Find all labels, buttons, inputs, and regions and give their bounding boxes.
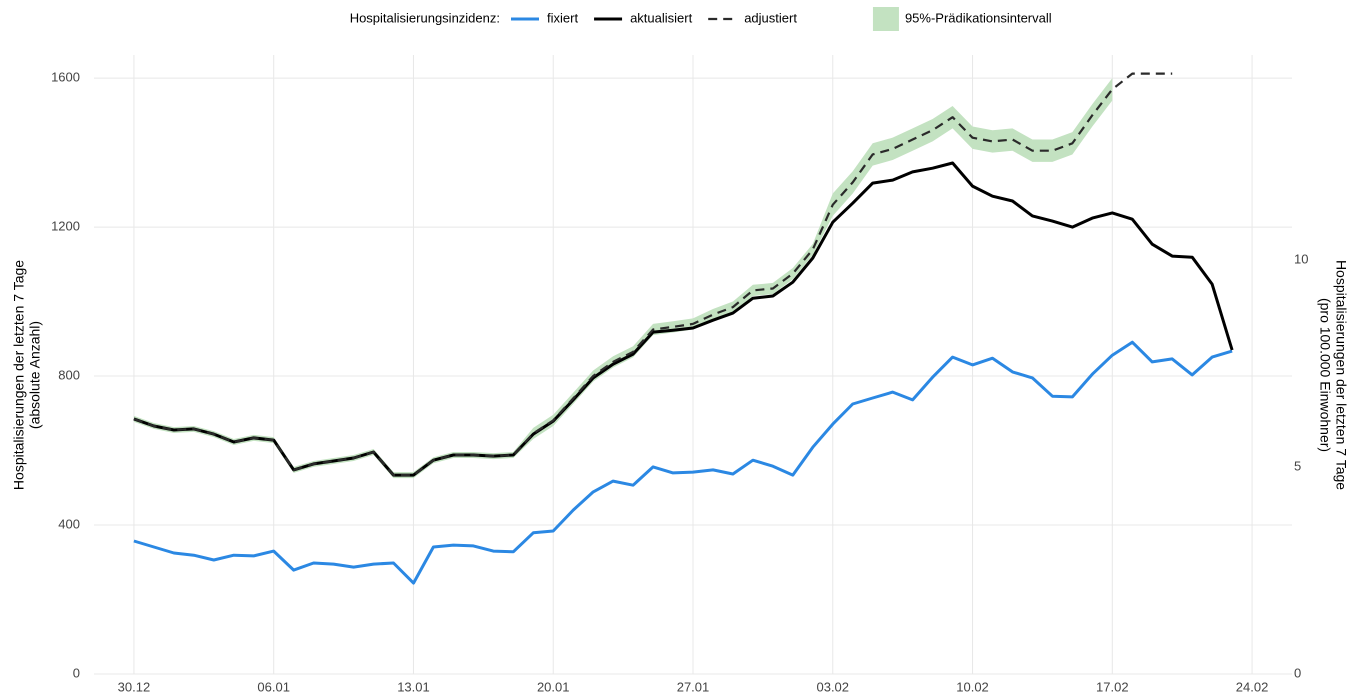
y-tick-label: 0 — [73, 665, 80, 680]
x-tick-label: 20.01 — [537, 679, 570, 694]
x-tick-label: 17.02 — [1096, 679, 1129, 694]
x-tick-label: 30.12 — [118, 679, 151, 694]
y2-tick-label: 10 — [1294, 252, 1308, 267]
y2-tick-label: 5 — [1294, 459, 1301, 474]
y2-axis-title: Hospitalisierungen der letzten 7 Tage — [1333, 260, 1349, 490]
x-tick-label: 10.02 — [956, 679, 989, 694]
y2-tick-label: 0 — [1294, 665, 1301, 680]
x-tick-label: 03.02 — [816, 679, 849, 694]
y-axis-title: (absolute Anzahl) — [27, 321, 43, 429]
y-tick-label: 400 — [58, 516, 80, 531]
y2-axis-title: (pro 100.000 Einwohner) — [1317, 298, 1333, 452]
legend-title: Hospitalisierungsinzidenz: — [350, 10, 500, 25]
series-line — [133, 72, 1173, 477]
x-tick-label: 13.01 — [397, 679, 430, 694]
legend-label: aktualisiert — [630, 10, 693, 25]
x-tick-label: 27.01 — [677, 679, 710, 694]
y-tick-label: 800 — [58, 367, 80, 382]
series-line — [133, 340, 1233, 585]
x-tick-label: 06.01 — [257, 679, 290, 694]
x-tick-label: 24.02 — [1236, 679, 1269, 694]
legend-swatch — [872, 7, 899, 31]
y-axis-title: Hospitalisierungen der letzten 7 Tage — [11, 260, 27, 490]
y-tick-label: 1600 — [51, 70, 80, 85]
legend-label: fixiert — [547, 10, 578, 25]
y-tick-label: 1200 — [51, 219, 80, 234]
legend-label: adjustiert — [744, 10, 797, 25]
series-line — [133, 161, 1234, 477]
legend-label: 95%-Prädikationsintervall — [905, 10, 1052, 25]
